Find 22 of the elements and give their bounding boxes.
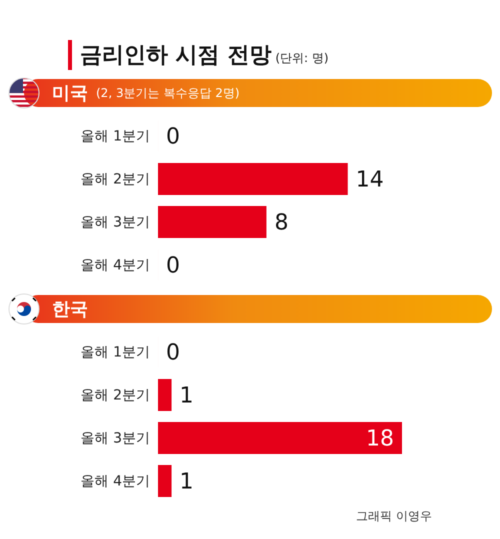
text: 금리인하 시점 전망	[80, 42, 272, 70]
chart-subtitle: (2, 3분기는 복수응답 2명)	[96, 84, 240, 102]
y-tick-label: 올해 2분기	[80, 171, 150, 188]
y-tick-label: 올해 3분기	[80, 214, 150, 230]
y-tick-label: 올해 3분기	[80, 430, 150, 446]
y-tick-label: 올해 4분기	[80, 257, 150, 274]
y-tick-label: 올해 2분기	[80, 387, 150, 404]
data-label: 0	[166, 340, 180, 366]
text: 그래픽 이영우	[355, 508, 433, 525]
chart-title: 미국	[52, 82, 88, 105]
text: (단위: 명)	[275, 50, 329, 67]
data-label: 1	[180, 384, 194, 409]
y-tick-label: 올해 1분기	[80, 344, 150, 360]
chart-title: 한국	[52, 298, 88, 321]
y-tick-label: 올해 1분기	[80, 128, 150, 144]
data-label: 0	[166, 254, 180, 279]
data-label: 1	[180, 470, 194, 495]
y-tick-label: 올해 4분기	[80, 473, 150, 490]
data-label: 8	[274, 210, 288, 236]
data-label: 0	[166, 124, 180, 150]
data-label: 18	[366, 426, 394, 452]
data-label: 14	[356, 168, 384, 193]
